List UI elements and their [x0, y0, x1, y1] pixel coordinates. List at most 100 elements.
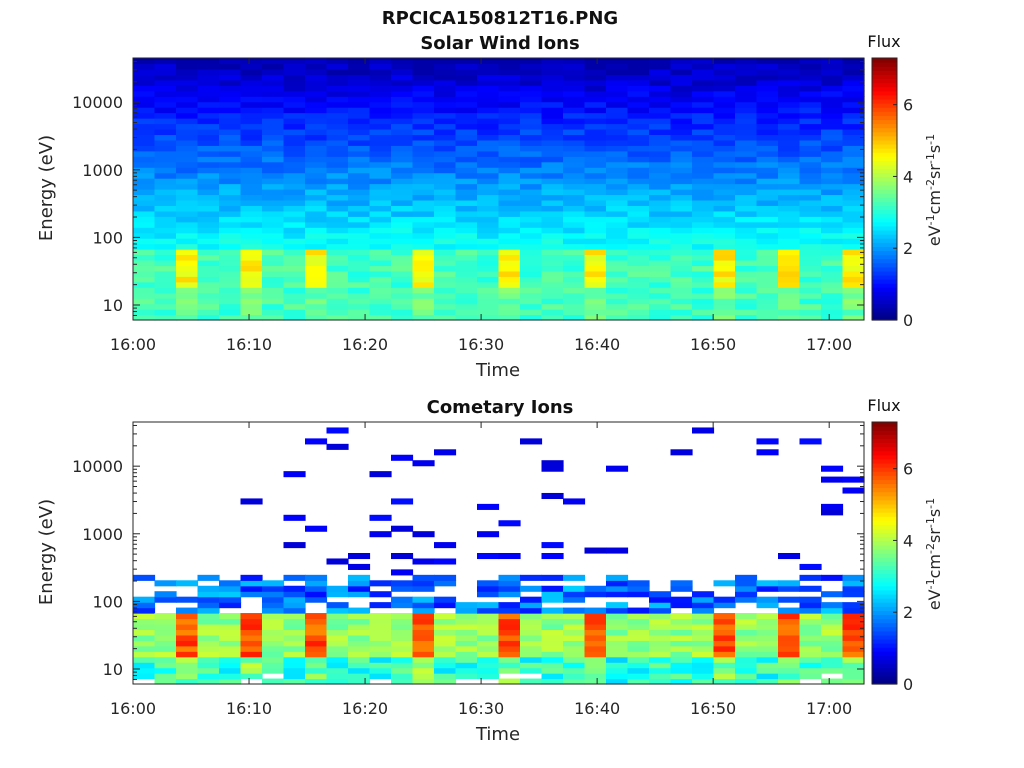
heatmap-cell	[692, 254, 715, 261]
heatmap-cell	[498, 276, 521, 283]
heatmap-cell	[778, 623, 801, 631]
heatmap-cell	[842, 74, 865, 81]
heatmap-cell	[369, 156, 392, 163]
heatmap-cell	[584, 58, 607, 65]
heatmap-cell	[240, 172, 263, 179]
heatmap-cell	[799, 596, 822, 603]
heatmap-cell	[563, 96, 586, 103]
heatmap-cell	[412, 145, 435, 152]
heatmap-cell	[498, 243, 521, 250]
heatmap-cell	[778, 96, 801, 103]
heatmap-cell	[520, 156, 543, 163]
heatmap-cell	[627, 58, 650, 65]
heatmap-cell	[670, 96, 693, 103]
heatmap-cell	[305, 123, 328, 130]
y-tick-label: 100	[92, 228, 123, 247]
heatmap-cell	[197, 651, 220, 658]
heatmap-cell	[799, 618, 822, 625]
heatmap-cell	[842, 309, 865, 316]
heatmap-cell	[520, 210, 543, 217]
heatmap-cell	[649, 216, 672, 223]
heatmap-cell	[541, 232, 564, 239]
heatmap-cell	[240, 112, 263, 119]
heatmap-cell	[176, 645, 199, 652]
heatmap-cell	[412, 623, 435, 631]
heatmap-cell	[305, 314, 328, 321]
heatmap-cell	[541, 101, 564, 108]
heatmap-cell	[670, 85, 693, 92]
colorbar-unit-label: eV-1cm-2sr-1s-1	[924, 498, 945, 610]
heatmap-cell	[799, 438, 822, 445]
heatmap-cell	[713, 210, 736, 217]
heatmap-cell	[262, 85, 285, 92]
heatmap-cell	[584, 645, 607, 652]
heatmap-cell	[197, 156, 220, 163]
heatmap-cell	[821, 79, 844, 86]
heatmap-cell	[262, 96, 285, 103]
heatmap-cell	[455, 205, 478, 212]
heatmap-cell	[606, 128, 629, 136]
heatmap-cell	[262, 161, 285, 168]
heatmap-cell	[176, 63, 199, 70]
heatmap-cell	[520, 118, 543, 125]
heatmap-cell	[756, 651, 779, 658]
heatmap-cell	[412, 640, 435, 647]
heatmap-cell	[692, 199, 715, 206]
heatmap-cell	[520, 243, 543, 250]
heatmap-cell	[240, 216, 263, 223]
heatmap-cell	[756, 640, 779, 647]
heatmap-cell	[692, 309, 715, 316]
heatmap-cell	[369, 123, 392, 130]
heatmap-cell	[498, 123, 521, 130]
heatmap-cell	[133, 134, 156, 141]
heatmap-cell	[498, 178, 521, 185]
heatmap-cell	[133, 199, 156, 206]
colorbar-segment	[872, 283, 897, 288]
heatmap-cell	[305, 678, 328, 685]
heatmap-cell	[434, 281, 457, 288]
heatmap-cell	[262, 618, 285, 625]
heatmap-cell	[197, 145, 220, 152]
heatmap-cell	[305, 178, 328, 185]
heatmap-cell	[305, 112, 328, 119]
heatmap-cell	[498, 254, 521, 261]
heatmap-cell	[455, 74, 478, 81]
heatmap-cell	[735, 145, 758, 152]
heatmap-cell	[821, 199, 844, 206]
heatmap-cell	[197, 634, 220, 641]
heatmap-cell	[326, 292, 349, 299]
heatmap-cell	[154, 623, 177, 631]
heatmap-cell	[262, 292, 285, 299]
colorbar-frame	[871, 421, 898, 685]
figure-title: RPCICA150812T16.PNG	[382, 8, 618, 29]
heatmap-cell	[541, 656, 564, 663]
heatmap-cell	[584, 254, 607, 261]
heatmap-cell	[176, 194, 199, 201]
heatmap-cell	[799, 112, 822, 119]
heatmap-cell	[541, 542, 564, 549]
heatmap-cell	[240, 651, 263, 658]
colorbar-segment	[872, 258, 897, 264]
heatmap-cell	[670, 178, 693, 185]
heatmap-cell	[219, 287, 242, 294]
heatmap-cell	[412, 194, 435, 201]
heatmap-cell	[391, 216, 414, 223]
heatmap-cell	[326, 602, 349, 609]
heatmap-cell	[606, 678, 629, 685]
heatmap-cell	[391, 623, 414, 631]
heatmap-cell	[262, 607, 285, 614]
heatmap-cell	[154, 629, 177, 636]
heatmap-cell	[541, 574, 564, 581]
colorbar-segment	[872, 458, 897, 464]
heatmap-cell	[434, 58, 457, 65]
heatmap-cell	[692, 79, 715, 86]
y-tick-label: 10000	[72, 93, 123, 112]
heatmap-cell	[262, 640, 285, 647]
heatmap-cell	[799, 134, 822, 141]
heatmap-cell	[670, 145, 693, 152]
heatmap-cell	[434, 189, 457, 196]
heatmap-cell	[154, 645, 177, 652]
colorbar-segment	[872, 225, 897, 231]
colorbar-segment	[872, 131, 897, 137]
heatmap-cell	[606, 298, 629, 305]
